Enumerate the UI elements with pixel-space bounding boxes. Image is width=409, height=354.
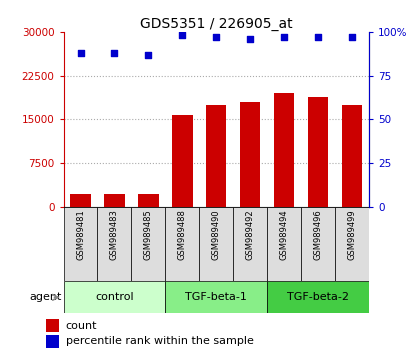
Point xyxy=(314,34,321,40)
Text: control: control xyxy=(95,292,133,302)
Point xyxy=(348,34,355,40)
Point xyxy=(179,33,185,38)
Bar xyxy=(267,207,300,281)
Bar xyxy=(199,207,233,281)
Text: GSM989483: GSM989483 xyxy=(110,209,119,260)
Bar xyxy=(63,207,97,281)
Bar xyxy=(273,93,294,207)
Text: GSM989499: GSM989499 xyxy=(347,209,356,260)
Bar xyxy=(46,335,58,348)
Bar xyxy=(70,194,90,207)
Point xyxy=(111,50,117,56)
Text: count: count xyxy=(66,321,97,331)
Text: GSM989492: GSM989492 xyxy=(245,209,254,260)
Point xyxy=(246,36,253,42)
Text: percentile rank within the sample: percentile rank within the sample xyxy=(66,336,253,346)
Bar xyxy=(307,97,328,207)
Text: GSM989490: GSM989490 xyxy=(211,209,220,260)
Bar xyxy=(300,207,334,281)
Text: GSM989485: GSM989485 xyxy=(144,209,153,260)
Text: GSM989481: GSM989481 xyxy=(76,209,85,260)
Text: TGF-beta-2: TGF-beta-2 xyxy=(286,292,348,302)
Bar xyxy=(165,207,199,281)
Text: GSM989494: GSM989494 xyxy=(279,209,288,260)
Text: TGF-beta-1: TGF-beta-1 xyxy=(185,292,247,302)
Bar xyxy=(104,194,124,207)
Text: agent: agent xyxy=(29,292,62,302)
Text: GSM989488: GSM989488 xyxy=(178,209,187,260)
Point xyxy=(280,34,287,40)
Point xyxy=(145,52,151,57)
Bar xyxy=(341,105,361,207)
Bar xyxy=(267,281,368,313)
Bar xyxy=(131,207,165,281)
Point xyxy=(213,34,219,40)
Text: GSM989496: GSM989496 xyxy=(313,209,322,260)
Bar xyxy=(334,207,368,281)
Title: GDS5351 / 226905_at: GDS5351 / 226905_at xyxy=(139,17,292,31)
Bar xyxy=(63,281,165,313)
Bar xyxy=(206,105,226,207)
Bar xyxy=(46,319,58,332)
Bar xyxy=(239,102,260,207)
Bar xyxy=(233,207,267,281)
Bar xyxy=(165,281,267,313)
Bar xyxy=(172,115,192,207)
Bar xyxy=(97,207,131,281)
Point xyxy=(77,50,83,56)
Bar xyxy=(138,194,158,207)
